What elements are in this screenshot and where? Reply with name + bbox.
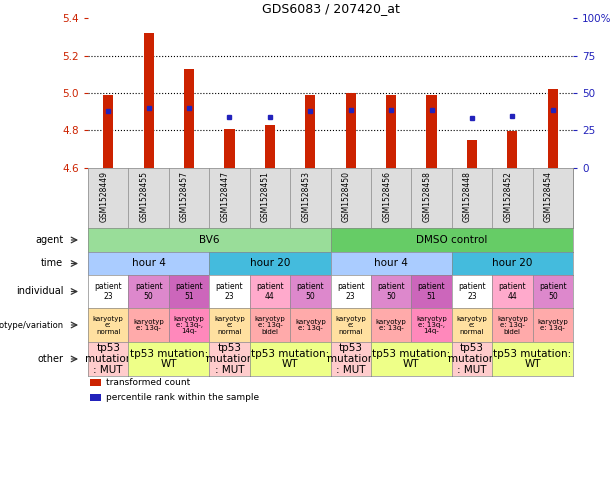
- Text: tp53
mutation
: MUT: tp53 mutation : MUT: [327, 343, 375, 375]
- Text: tp53 mutation:
WT: tp53 mutation: WT: [251, 349, 329, 369]
- Text: time: time: [41, 258, 63, 269]
- Text: GSM1528455: GSM1528455: [140, 171, 148, 222]
- Text: hour 4: hour 4: [132, 258, 166, 269]
- Text: hour 20: hour 20: [249, 258, 290, 269]
- Text: GSM1528447: GSM1528447: [221, 171, 229, 222]
- Text: other: other: [37, 354, 63, 364]
- Bar: [224, 128, 235, 168]
- Text: GSM1528451: GSM1528451: [261, 171, 270, 222]
- Text: hour 4: hour 4: [374, 258, 408, 269]
- Text: patient
23: patient 23: [94, 282, 122, 301]
- Bar: [103, 95, 113, 168]
- Bar: [305, 95, 315, 168]
- Title: GDS6083 / 207420_at: GDS6083 / 207420_at: [262, 2, 400, 15]
- Text: patient
23: patient 23: [337, 282, 365, 301]
- Text: karyotyp
e: 13q-
bidel: karyotyp e: 13q- bidel: [497, 315, 528, 335]
- Bar: [91, 394, 101, 401]
- Text: karyotyp
e:
normal: karyotyp e: normal: [335, 315, 366, 335]
- Text: karyotyp
e: 13q-
bidel: karyotyp e: 13q- bidel: [254, 315, 285, 335]
- Text: karyotyp
e: 13q-: karyotyp e: 13q-: [376, 319, 406, 331]
- Text: tp53 mutation:
WT: tp53 mutation: WT: [372, 349, 451, 369]
- Text: DMSO control: DMSO control: [416, 235, 487, 245]
- Text: karyotyp
e: 13q-,
14q-: karyotyp e: 13q-, 14q-: [416, 315, 447, 335]
- Bar: [184, 69, 194, 168]
- Text: karyotyp
e: 13q-: karyotyp e: 13q-: [538, 319, 568, 331]
- Text: patient
50: patient 50: [539, 282, 566, 301]
- Text: patient
50: patient 50: [135, 282, 162, 301]
- Text: karyotyp
e: 13q-,
14q-: karyotyp e: 13q-, 14q-: [173, 315, 204, 335]
- Text: tp53 mutation:
WT: tp53 mutation: WT: [130, 349, 208, 369]
- Bar: [467, 140, 477, 168]
- Text: patient
23: patient 23: [458, 282, 485, 301]
- Text: genotype/variation: genotype/variation: [0, 321, 63, 329]
- Text: GSM1528457: GSM1528457: [180, 171, 189, 222]
- Bar: [91, 379, 101, 386]
- Text: karyotyp
e:
normal: karyotyp e: normal: [457, 315, 487, 335]
- Text: tp53
mutation
: MUT: tp53 mutation : MUT: [206, 343, 253, 375]
- Text: transformed count: transformed count: [107, 378, 191, 386]
- Text: patient
44: patient 44: [256, 282, 284, 301]
- Text: BV6: BV6: [199, 235, 219, 245]
- Bar: [548, 89, 558, 168]
- Text: patient
51: patient 51: [175, 282, 203, 301]
- Text: GSM1528458: GSM1528458: [422, 171, 432, 222]
- Text: GSM1528453: GSM1528453: [302, 171, 310, 222]
- Bar: [143, 33, 154, 168]
- Text: GSM1528449: GSM1528449: [99, 171, 109, 222]
- Text: hour 20: hour 20: [492, 258, 533, 269]
- Text: patient
44: patient 44: [498, 282, 526, 301]
- Text: karyotyp
e:
normal: karyotyp e: normal: [214, 315, 245, 335]
- Text: GSM1528452: GSM1528452: [503, 171, 512, 222]
- Bar: [346, 93, 356, 168]
- Bar: [427, 95, 436, 168]
- Text: individual: individual: [16, 286, 63, 297]
- Text: karyotyp
e: 13q-: karyotyp e: 13q-: [133, 319, 164, 331]
- Text: percentile rank within the sample: percentile rank within the sample: [107, 393, 259, 402]
- Text: tp53
mutation
: MUT: tp53 mutation : MUT: [448, 343, 496, 375]
- Text: GSM1528448: GSM1528448: [463, 171, 472, 222]
- Text: agent: agent: [35, 235, 63, 245]
- Text: patient
50: patient 50: [297, 282, 324, 301]
- Text: tp53 mutation:
WT: tp53 mutation: WT: [493, 349, 572, 369]
- Text: GSM1528454: GSM1528454: [544, 171, 553, 222]
- Text: patient
50: patient 50: [378, 282, 405, 301]
- Bar: [508, 130, 517, 168]
- Text: GSM1528450: GSM1528450: [341, 171, 351, 222]
- Text: patient
23: patient 23: [216, 282, 243, 301]
- Text: karyotyp
e:
normal: karyotyp e: normal: [93, 315, 124, 335]
- Text: karyotyp
e: 13q-: karyotyp e: 13q-: [295, 319, 326, 331]
- Bar: [265, 125, 275, 168]
- Text: patient
51: patient 51: [417, 282, 446, 301]
- Text: tp53
mutation
: MUT: tp53 mutation : MUT: [85, 343, 132, 375]
- Bar: [386, 95, 396, 168]
- Text: GSM1528456: GSM1528456: [382, 171, 391, 222]
